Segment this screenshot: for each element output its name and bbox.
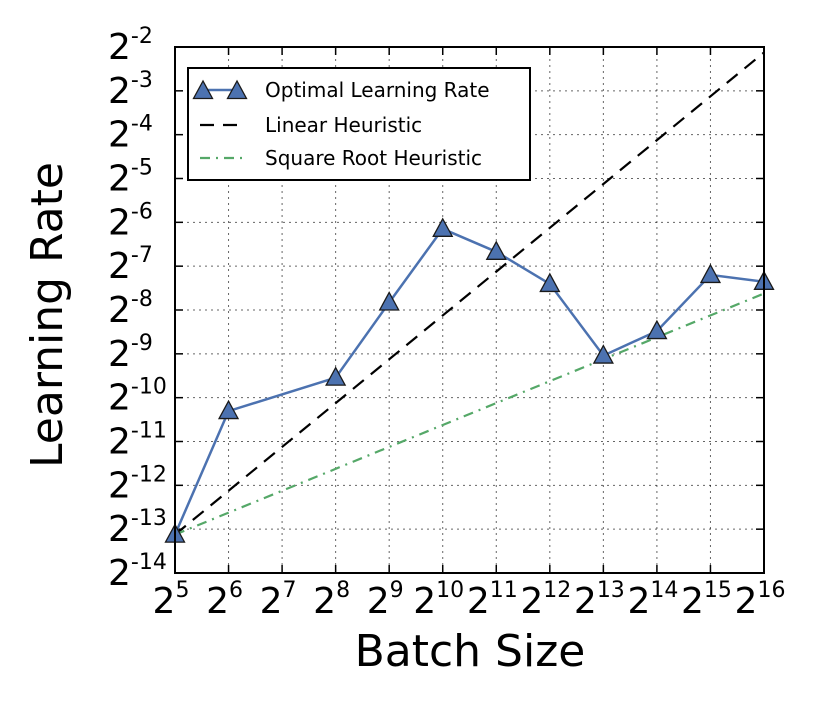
legend-label-sqrt: Square Root Heuristic	[265, 146, 482, 170]
y-tick-label: 2-14	[108, 550, 167, 594]
x-tick-label: 29	[367, 578, 404, 622]
x-tick-label: 212	[520, 578, 571, 622]
x-tick-label: 214	[627, 578, 678, 622]
y-tick-label: 2-5	[108, 156, 153, 200]
y-tick-label: 2-2	[108, 24, 153, 68]
y-tick-label: 2-13	[108, 506, 167, 550]
y-tick-label: 2-6	[108, 199, 153, 243]
y-tick-label: 2-9	[108, 331, 153, 375]
y-tick-labels: 2-22-32-42-52-62-72-82-92-102-112-122-13…	[108, 24, 167, 594]
y-tick-label: 2-12	[108, 462, 167, 506]
y-tick-label: 2-10	[108, 375, 167, 419]
data-point-optimal	[485, 240, 507, 260]
y-tick-label: 2-3	[108, 68, 153, 112]
data-point-optimal	[325, 366, 347, 386]
legend-samples	[192, 79, 248, 160]
x-tick-label: 216	[735, 578, 786, 622]
series-line-2	[174, 292, 765, 536]
data-point-optimal	[646, 319, 668, 340]
series-line-1	[174, 51, 765, 536]
y-axis-title: Learning Rate	[22, 162, 73, 468]
legend-sample-optimal-marker	[226, 79, 248, 100]
x-tick-label: 213	[574, 578, 625, 622]
x-tick-label: 215	[681, 578, 732, 622]
x-tick-label: 27	[260, 578, 297, 622]
y-tick-label: 2-4	[108, 112, 153, 156]
legend-label-optimal: Optimal Learning Rate	[265, 78, 490, 102]
data-point-optimal	[699, 263, 722, 284]
y-tick-label: 2-8	[108, 287, 153, 331]
data-point-optimal	[592, 344, 614, 364]
legend-sample-optimal-marker	[192, 79, 214, 100]
plot-frame	[174, 46, 765, 574]
series-line-0	[173, 227, 765, 536]
x-tick-label: 210	[413, 578, 464, 622]
legend: Optimal Learning Rate Linear Heuristic S…	[187, 67, 531, 181]
data-point-optimal	[539, 272, 561, 293]
data-point-optimal	[432, 217, 454, 237]
y-tick-label: 2-7	[108, 243, 153, 287]
y-tick-label: 2-11	[108, 419, 167, 463]
legend-label-linear: Linear Heuristic	[265, 113, 422, 137]
x-tick-label: 28	[313, 578, 350, 622]
x-tick-label: 211	[467, 578, 518, 622]
x-tick-label: 26	[206, 578, 243, 622]
x-axis-title: Batch Size	[355, 626, 586, 677]
data-point-optimal	[378, 291, 400, 311]
legend-box	[187, 67, 531, 181]
x-tick-label: 25	[153, 578, 190, 622]
x-tick-labels: 25 26 27 28 29 210 211 212 213 214 215 216	[153, 578, 786, 622]
series-markers	[164, 217, 775, 543]
data-point-optimal	[217, 399, 240, 420]
